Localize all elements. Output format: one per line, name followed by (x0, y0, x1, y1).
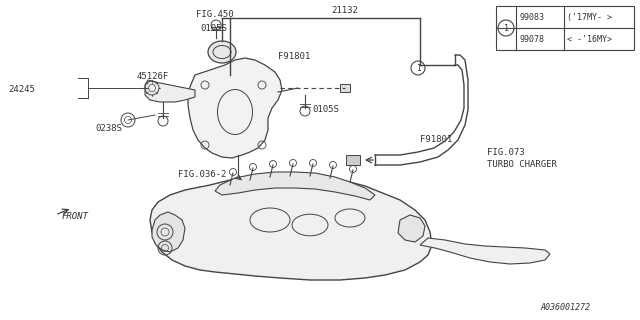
Polygon shape (152, 212, 185, 252)
Text: F91801: F91801 (278, 52, 310, 61)
Bar (340, 84, 350, 92)
Text: 24245: 24245 (8, 85, 35, 94)
Text: F91801: F91801 (420, 135, 452, 144)
Polygon shape (145, 80, 195, 102)
Bar (346, 155, 360, 165)
Text: 21132: 21132 (332, 6, 358, 15)
Text: A036001272: A036001272 (540, 303, 590, 312)
Text: 1: 1 (504, 23, 509, 33)
Ellipse shape (208, 41, 236, 63)
Polygon shape (420, 238, 550, 264)
Text: 1: 1 (416, 63, 420, 73)
Text: 99078: 99078 (519, 35, 544, 44)
Text: FIG.450: FIG.450 (196, 10, 234, 19)
Text: 45126F: 45126F (136, 72, 168, 81)
Polygon shape (188, 58, 282, 158)
Text: FIG.036-2: FIG.036-2 (178, 170, 227, 179)
Text: 99083: 99083 (519, 12, 544, 21)
Polygon shape (215, 172, 375, 200)
Text: ('17MY- >: ('17MY- > (567, 12, 612, 21)
Polygon shape (398, 215, 425, 242)
Text: 0238S: 0238S (95, 124, 122, 133)
Text: 0105S: 0105S (200, 24, 227, 33)
Text: FIG.073: FIG.073 (487, 148, 525, 157)
Text: FRONT: FRONT (62, 212, 89, 221)
Text: TURBO CHARGER: TURBO CHARGER (487, 160, 557, 169)
Text: 0105S: 0105S (312, 105, 339, 114)
Polygon shape (150, 176, 432, 280)
Bar (496, 6, 634, 50)
Text: < -'16MY>: < -'16MY> (567, 35, 612, 44)
